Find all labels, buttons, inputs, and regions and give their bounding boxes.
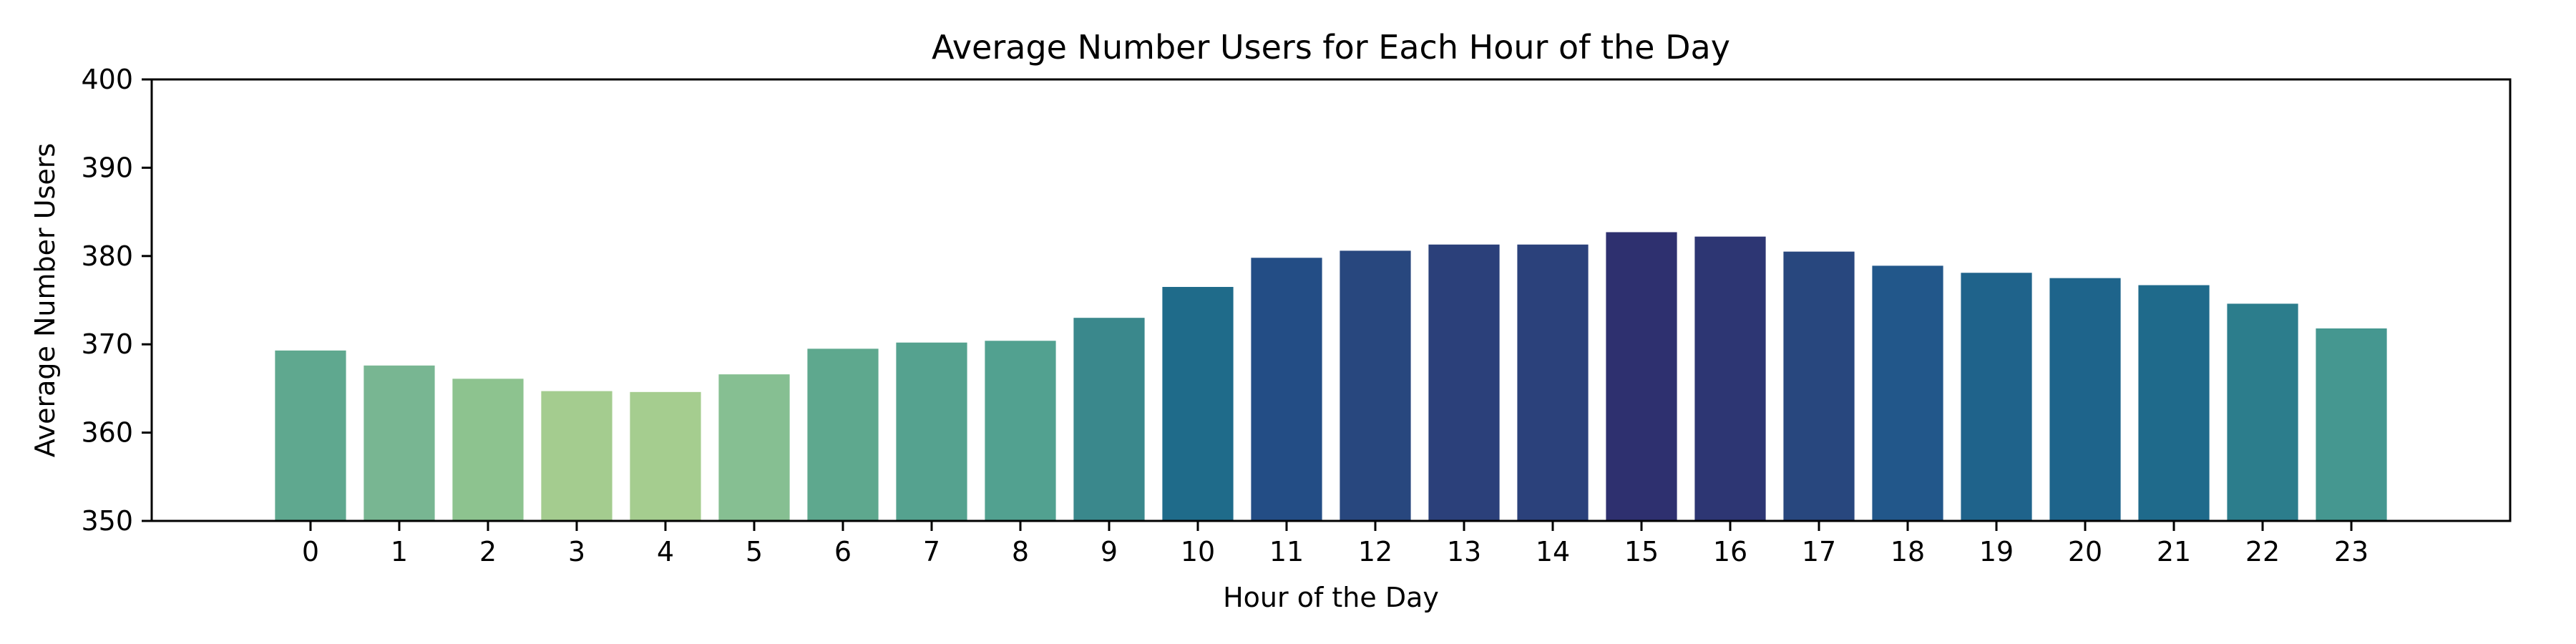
y-tick-label: 390 — [81, 152, 133, 183]
bar-hour-5 — [718, 374, 790, 521]
x-tick-label: 12 — [1358, 536, 1392, 567]
x-tick-label: 3 — [568, 536, 585, 567]
x-tick-label: 8 — [1012, 536, 1029, 567]
bars-group — [275, 232, 2387, 521]
x-tick-label: 18 — [1890, 536, 1925, 567]
y-axis-ticks: 350 360 370 380 390 400 — [81, 64, 152, 537]
bar-hour-2 — [452, 379, 524, 521]
bar-hour-10 — [1162, 286, 1234, 521]
x-tick-label: 19 — [1979, 536, 2014, 567]
x-tick-label: 6 — [834, 536, 852, 567]
x-tick-label: 11 — [1269, 536, 1304, 567]
bar-hour-1 — [364, 365, 435, 521]
y-axis-label: Average Number Users — [29, 143, 61, 457]
bar-hour-3 — [541, 391, 613, 521]
bar-hour-22 — [2227, 303, 2298, 521]
x-tick-label: 7 — [923, 536, 940, 567]
x-tick-label: 22 — [2245, 536, 2280, 567]
chart-title: Average Number Users for Each Hour of th… — [932, 28, 1730, 67]
x-tick-label: 23 — [2334, 536, 2368, 567]
x-tick-label: 15 — [1624, 536, 1659, 567]
bar-hour-14 — [1517, 244, 1589, 521]
x-tick-label: 17 — [1802, 536, 1836, 567]
y-tick-label: 400 — [81, 64, 133, 95]
x-tick-label: 1 — [391, 536, 408, 567]
bar-hour-0 — [275, 350, 346, 521]
bar-hour-9 — [1073, 318, 1145, 521]
x-tick-label: 10 — [1181, 536, 1215, 567]
x-tick-label: 16 — [1713, 536, 1747, 567]
x-tick-label: 21 — [2157, 536, 2191, 567]
x-tick-label: 20 — [2068, 536, 2102, 567]
bar-hour-12 — [1340, 250, 1411, 521]
bar-hour-7 — [896, 342, 967, 521]
x-axis-ticks: 0 1 2 3 4 5 6 7 8 9 10 11 12 13 14 15 16 17 18 19 20 21 22 23 — [302, 521, 2368, 567]
bar-hour-16 — [1694, 236, 1766, 521]
bar-hour-8 — [985, 341, 1056, 521]
x-tick-label: 4 — [657, 536, 674, 567]
bar-hour-15 — [1606, 232, 1677, 521]
plot-frame — [150, 78, 2512, 522]
bar-hour-11 — [1251, 258, 1322, 521]
bar-hour-17 — [1783, 251, 1855, 521]
bar-hour-21 — [2138, 285, 2210, 521]
bar-hour-4 — [630, 391, 701, 521]
bar-hour-23 — [2316, 328, 2387, 521]
bar-hour-20 — [2049, 278, 2121, 521]
x-tick-label: 13 — [1447, 536, 1481, 567]
x-tick-label: 14 — [1536, 536, 1570, 567]
y-tick-label: 360 — [81, 417, 133, 449]
bar-hour-6 — [807, 348, 879, 521]
y-tick-label: 350 — [81, 505, 133, 537]
x-tick-label: 2 — [479, 536, 497, 567]
x-tick-label: 9 — [1101, 536, 1118, 567]
bar-hour-13 — [1428, 244, 1500, 521]
bar-hour-18 — [1872, 265, 1943, 521]
bar-hour-19 — [1961, 273, 2032, 521]
x-tick-label: 0 — [302, 536, 319, 567]
x-tick-label: 5 — [746, 536, 763, 567]
x-axis-label: Hour of the Day — [1223, 582, 1439, 613]
y-tick-label: 370 — [81, 328, 133, 360]
y-tick-label: 380 — [81, 240, 133, 272]
